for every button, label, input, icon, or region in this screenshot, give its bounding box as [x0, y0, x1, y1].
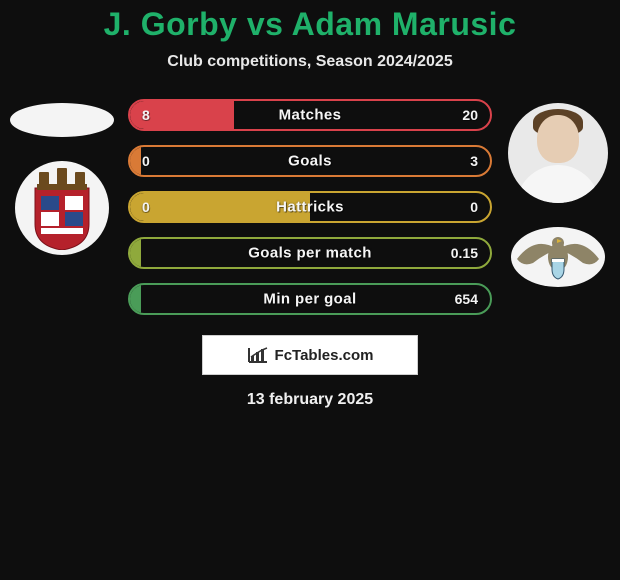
stat-label: Min per goal [130, 291, 490, 308]
stat-bar: 8Matches20 [128, 99, 492, 131]
title-left: J. Gorby [104, 6, 238, 42]
stat-right-value: 0 [470, 199, 478, 215]
stat-right-value: 654 [455, 291, 478, 307]
braga-badge-icon [27, 166, 97, 250]
stat-label: Goals per match [130, 245, 490, 262]
stat-bar: 0Hattricks0 [128, 191, 492, 223]
stat-label: Goals [130, 153, 490, 170]
right-player-column [502, 99, 614, 287]
comparison-infographic: J. Gorby vs Adam Marusic Club competitio… [0, 0, 620, 580]
brand-label: FcTables.com [275, 347, 374, 364]
left-player-column [6, 99, 118, 255]
page-title: J. Gorby vs Adam Marusic [0, 0, 620, 43]
left-player-silhouette [10, 103, 114, 137]
right-club-badge [511, 227, 605, 287]
stats-bars: 8Matches200Goals30Hattricks0Goals per ma… [118, 99, 502, 315]
stat-right-value: 3 [470, 153, 478, 169]
date-label: 13 february 2025 [0, 391, 620, 409]
title-sep: vs [247, 6, 284, 42]
stat-bar: Min per goal654 [128, 283, 492, 315]
stat-label: Matches [130, 107, 490, 124]
left-club-badge [15, 161, 109, 255]
title-right: Adam Marusic [292, 6, 517, 42]
chart-icon [247, 346, 269, 364]
content-row: 8Matches200Goals30Hattricks0Goals per ma… [0, 99, 620, 315]
stat-right-value: 0.15 [451, 245, 478, 261]
lazio-badge-icon [513, 229, 603, 285]
stat-label: Hattricks [130, 199, 490, 216]
right-player-photo [508, 103, 608, 203]
stat-bar: Goals per match0.15 [128, 237, 492, 269]
subtitle: Club competitions, Season 2024/2025 [0, 53, 620, 71]
brand-box: FcTables.com [202, 335, 418, 375]
stat-bar: 0Goals3 [128, 145, 492, 177]
stat-right-value: 20 [462, 107, 478, 123]
